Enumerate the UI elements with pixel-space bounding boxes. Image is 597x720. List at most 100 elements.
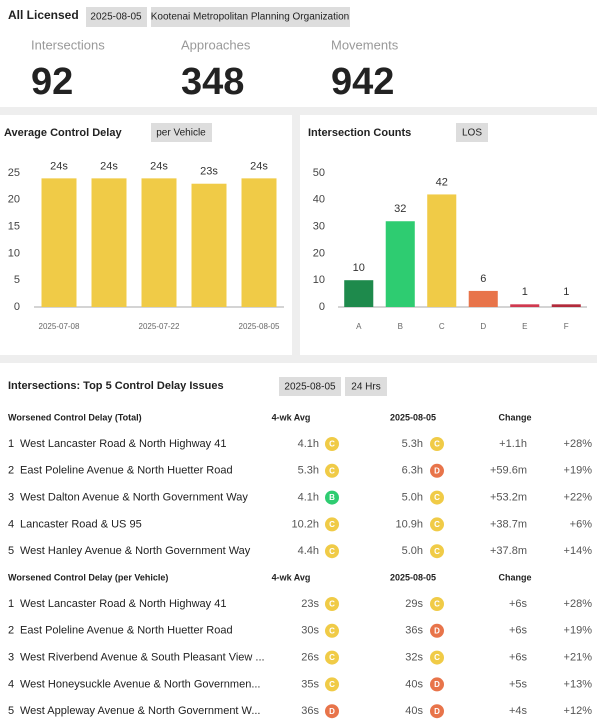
grade-badge	[430, 463, 444, 478]
rank: 1	[8, 598, 14, 610]
current-delay: 5.0h	[402, 545, 423, 557]
value-label: 24s	[50, 160, 68, 172]
current-delay: 32s	[405, 652, 423, 664]
change-pct: +12%	[564, 705, 593, 717]
intersection-name: East Poleline Avenue & North Huetter Roa…	[20, 465, 233, 477]
kpi-value: 92	[31, 61, 73, 103]
intersection-name: West Honeysuckle Avenue & North Governme…	[20, 678, 261, 690]
grade-badge	[325, 704, 339, 719]
change-pct: +13%	[564, 678, 593, 690]
grade-badge	[325, 437, 339, 451]
avg-delay: 4.1h	[298, 438, 319, 450]
change: +38.7m	[490, 518, 527, 530]
avg-delay: 4.1h	[298, 492, 319, 504]
table-panel	[0, 363, 597, 720]
grade: D	[434, 680, 440, 689]
grade-badge	[325, 597, 339, 611]
value-label: 24s	[150, 160, 168, 172]
grade-badge	[430, 490, 444, 505]
y-tick-label: 10	[8, 247, 20, 259]
bar	[344, 280, 374, 307]
grade: D	[434, 707, 440, 716]
change-pct: +14%	[564, 545, 593, 557]
value-label: 24s	[250, 160, 268, 172]
rank: 2	[8, 625, 14, 637]
table-header: Worsened Control Delay (Total)	[8, 412, 142, 422]
grade: C	[329, 466, 335, 475]
table-header: 2025-08-05	[390, 572, 436, 582]
grade-badge	[325, 463, 339, 478]
table-header: Change	[498, 412, 531, 422]
grade: C	[329, 600, 335, 609]
header-title: All Licensed	[8, 8, 79, 22]
grade-badge	[325, 650, 339, 665]
rank: 1	[8, 438, 14, 450]
rank: 4	[8, 518, 14, 530]
badge	[345, 377, 387, 396]
y-tick-label: 0	[319, 301, 325, 313]
table-header: 4-wk Avg	[272, 572, 311, 582]
rank: 3	[8, 652, 14, 664]
change: +6s	[509, 625, 528, 637]
chart-title: Intersection Counts	[308, 127, 411, 139]
bar	[41, 178, 77, 307]
intersection-name: West Riverbend Avenue & South Pleasant V…	[20, 652, 265, 664]
grade: C	[329, 653, 335, 662]
x-tick-label: 2025-07-08	[39, 322, 80, 331]
y-tick-label: 20	[313, 247, 325, 259]
value-label: 1	[522, 286, 528, 298]
intersection-name: West Lancaster Road & North Highway 41	[20, 598, 226, 610]
change: +6s	[509, 652, 528, 664]
current-delay: 40s	[405, 705, 423, 717]
bar	[241, 178, 277, 307]
badge	[151, 7, 350, 27]
value-label: 1	[563, 286, 569, 298]
value-label: 32	[394, 203, 406, 215]
grade: D	[434, 466, 440, 475]
header-date: 2025-08-05	[90, 12, 142, 23]
kpi-value: 942	[331, 61, 394, 103]
grade: C	[434, 520, 440, 529]
grade: C	[434, 493, 440, 502]
intersection-name: East Poleline Avenue & North Huetter Roa…	[20, 625, 233, 637]
x-tick-label: F	[564, 322, 569, 331]
bar	[551, 304, 581, 307]
bar	[510, 304, 540, 307]
change-pct: +28%	[564, 438, 593, 450]
x-tick-label: C	[439, 322, 445, 331]
x-tick-label: B	[398, 322, 403, 331]
change: +6s	[509, 598, 528, 610]
kpi-label: Movements	[331, 37, 399, 52]
bar	[91, 178, 127, 307]
section-date: 2025-08-05	[284, 382, 336, 393]
badge	[456, 123, 488, 142]
grade: C	[434, 547, 440, 556]
rank: 3	[8, 492, 14, 504]
intersection-name: West Hanley Avenue & North Government Wa…	[20, 545, 251, 557]
avg-delay: 10.2h	[291, 518, 319, 530]
grade: B	[329, 493, 335, 502]
value-label: 23s	[200, 166, 218, 178]
y-tick-label: 50	[313, 167, 325, 179]
y-tick-label: 15	[8, 221, 20, 233]
bar	[385, 221, 415, 307]
change: +37.8m	[490, 545, 527, 557]
change: +4s	[509, 705, 528, 717]
current-delay: 10.9h	[395, 518, 423, 530]
current-delay: 6.3h	[402, 465, 423, 477]
grade: C	[329, 440, 335, 449]
current-delay: 5.0h	[402, 492, 423, 504]
table-header: Change	[498, 572, 531, 582]
current-delay: 29s	[405, 598, 423, 610]
kpi-label: Intersections	[31, 37, 105, 52]
x-tick-label: 2025-07-22	[139, 322, 180, 331]
intersection-name: West Dalton Avenue & North Government Wa…	[20, 492, 248, 504]
x-tick-label: D	[480, 322, 486, 331]
value-label: 10	[353, 262, 365, 274]
grade-badge	[430, 544, 444, 559]
chart-badge: LOS	[462, 128, 482, 139]
chart-badge: per Vehicle	[156, 128, 206, 139]
y-tick-label: 30	[313, 221, 325, 233]
grade-badge	[325, 623, 339, 638]
